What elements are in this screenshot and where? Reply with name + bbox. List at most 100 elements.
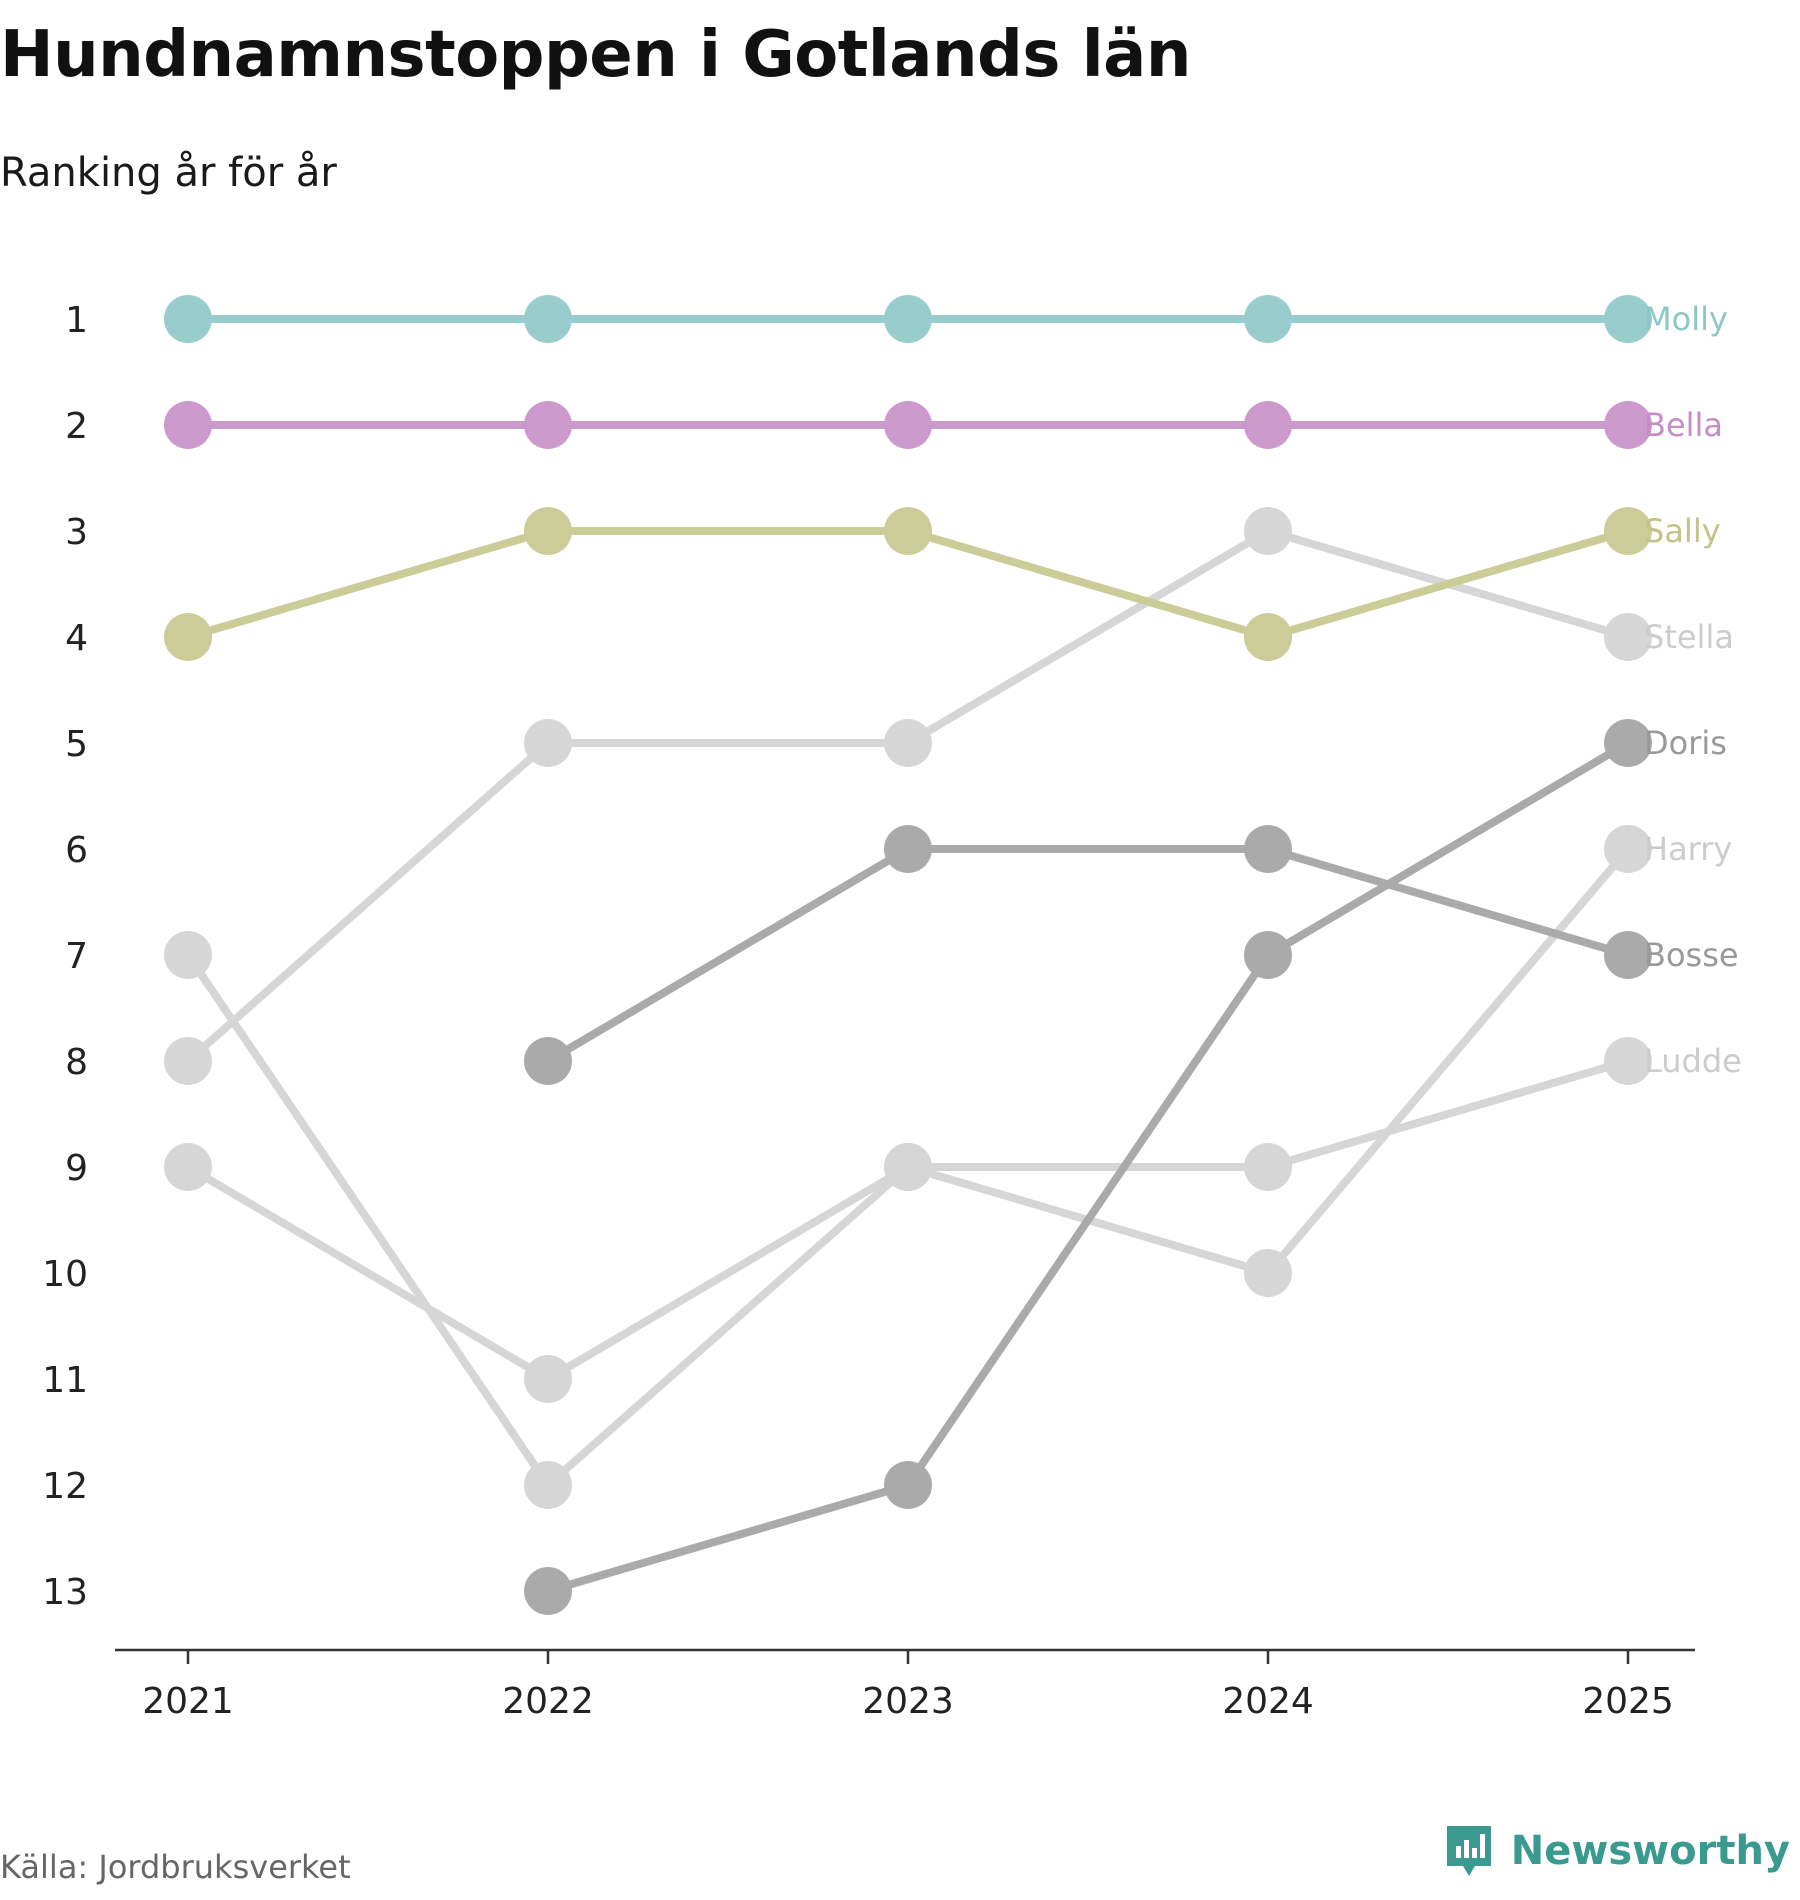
series-sally xyxy=(184,527,1632,641)
point-molly-2023 xyxy=(884,295,932,343)
y-tick-label: 4 xyxy=(65,618,88,659)
point-stella-2023 xyxy=(884,719,932,767)
line-segment-ludde xyxy=(1264,1057,1632,1171)
series-ludde xyxy=(184,951,1632,1489)
point-sally-2025 xyxy=(1604,507,1652,555)
line-segment-bosse xyxy=(1264,845,1632,959)
point-sally-2021 xyxy=(164,613,212,661)
line-segment-harry xyxy=(184,1163,552,1383)
points-bella xyxy=(164,401,1652,449)
y-tick-label: 13 xyxy=(42,1572,88,1613)
x-tick-label: 2025 xyxy=(1582,1681,1674,1722)
y-tick-label: 12 xyxy=(42,1466,88,1507)
point-stella-2024 xyxy=(1244,507,1292,555)
point-sally-2023 xyxy=(884,507,932,555)
points-ludde xyxy=(164,931,1652,1509)
point-doris-2024 xyxy=(1244,931,1292,979)
point-bosse-2025 xyxy=(1604,931,1652,979)
line-segment-ludde xyxy=(184,951,552,1489)
line-segment-ludde xyxy=(544,1163,912,1489)
point-harry-2023 xyxy=(884,1143,932,1191)
series-lines xyxy=(184,315,1632,1595)
x-tick-label: 2022 xyxy=(502,1681,594,1722)
line-segment-doris xyxy=(904,951,1272,1489)
brand-logo: Newsworthy xyxy=(1443,1822,1790,1880)
line-segment-sally xyxy=(904,527,1272,641)
point-doris-2023 xyxy=(884,1461,932,1509)
point-ludde-2022 xyxy=(524,1461,572,1509)
series-harry xyxy=(184,845,1632,1383)
point-sally-2024 xyxy=(1244,613,1292,661)
point-ludde-2021 xyxy=(164,931,212,979)
x-tick-label: 2024 xyxy=(1222,1681,1314,1722)
point-molly-2024 xyxy=(1244,295,1292,343)
series-labels: Ludde Harry Stella Bosse Doris Sally Bella Moll… xyxy=(1644,300,1742,1080)
point-bella-2025 xyxy=(1604,401,1652,449)
series-stella xyxy=(184,527,1632,1065)
point-sally-2022 xyxy=(524,507,572,555)
point-bosse-2024 xyxy=(1244,825,1292,873)
line-segment-harry xyxy=(1264,845,1632,1277)
point-harry-2021 xyxy=(164,1143,212,1191)
point-bosse-2023 xyxy=(884,825,932,873)
line-segment-sally xyxy=(184,527,552,641)
series-bosse xyxy=(544,845,1632,1065)
points-bosse xyxy=(524,825,1652,1085)
y-tick-label: 9 xyxy=(65,1148,88,1189)
point-bosse-2022 xyxy=(524,1037,572,1085)
line-segment-doris xyxy=(544,1481,912,1595)
point-ludde-2025 xyxy=(1604,1037,1652,1085)
y-tick-label: 5 xyxy=(65,724,88,765)
x-tick-label: 2023 xyxy=(862,1681,954,1722)
point-harry-2022 xyxy=(524,1355,572,1403)
x-tick-label: 2021 xyxy=(142,1681,234,1722)
line-segment-bosse xyxy=(544,845,912,1065)
point-stella-2022 xyxy=(524,719,572,767)
point-bella-2021 xyxy=(164,401,212,449)
y-tick-label: 11 xyxy=(42,1360,88,1401)
point-harry-2025 xyxy=(1604,825,1652,873)
y-tick-label: 3 xyxy=(65,512,88,553)
point-molly-2021 xyxy=(164,295,212,343)
series-doris xyxy=(544,739,1632,1595)
line-segment-stella xyxy=(184,739,552,1065)
series-label-sally: Sally xyxy=(1644,512,1721,550)
chart-subtitle: Ranking år för år xyxy=(0,150,337,196)
x-axis: 2021 2022 2023 2024 2025 xyxy=(142,1650,1674,1722)
point-stella-2025 xyxy=(1604,613,1652,661)
y-tick-label: 1 xyxy=(65,300,88,341)
source-note: Källa: Jordbruksverket xyxy=(0,1848,351,1886)
line-segment-harry xyxy=(544,1163,912,1383)
series-label-bella: Bella xyxy=(1644,406,1723,444)
line-segment-doris xyxy=(1264,739,1632,959)
points-stella xyxy=(164,507,1652,1085)
point-doris-2022 xyxy=(524,1567,572,1615)
series-label-harry: Harry xyxy=(1644,830,1732,868)
series-label-stella: Stella xyxy=(1644,618,1734,656)
line-segment-sally xyxy=(1264,527,1632,641)
points-molly xyxy=(164,295,1652,343)
line-segment-stella xyxy=(904,527,1272,747)
point-harry-2024 xyxy=(1244,1249,1292,1297)
point-bella-2024 xyxy=(1244,401,1292,449)
point-ludde-2024 xyxy=(1244,1143,1292,1191)
series-points xyxy=(164,295,1652,1615)
point-molly-2022 xyxy=(524,295,572,343)
point-bella-2022 xyxy=(524,401,572,449)
points-sally xyxy=(164,507,1652,661)
newsworthy-logo-icon xyxy=(1446,1826,1491,1876)
brand-name: Newsworthy xyxy=(1510,1828,1790,1874)
y-tick-label: 6 xyxy=(65,830,88,871)
y-tick-label: 10 xyxy=(42,1254,88,1295)
points-harry xyxy=(164,825,1652,1403)
series-label-doris: Doris xyxy=(1644,724,1727,762)
point-bella-2023 xyxy=(884,401,932,449)
chart-title: Hundnamnstoppen i Gotlands län xyxy=(0,18,1191,92)
point-molly-2025 xyxy=(1604,295,1652,343)
y-tick-label: 8 xyxy=(65,1042,88,1083)
series-label-molly: Molly xyxy=(1644,300,1728,338)
point-stella-2021 xyxy=(164,1037,212,1085)
point-doris-2025 xyxy=(1604,719,1652,767)
